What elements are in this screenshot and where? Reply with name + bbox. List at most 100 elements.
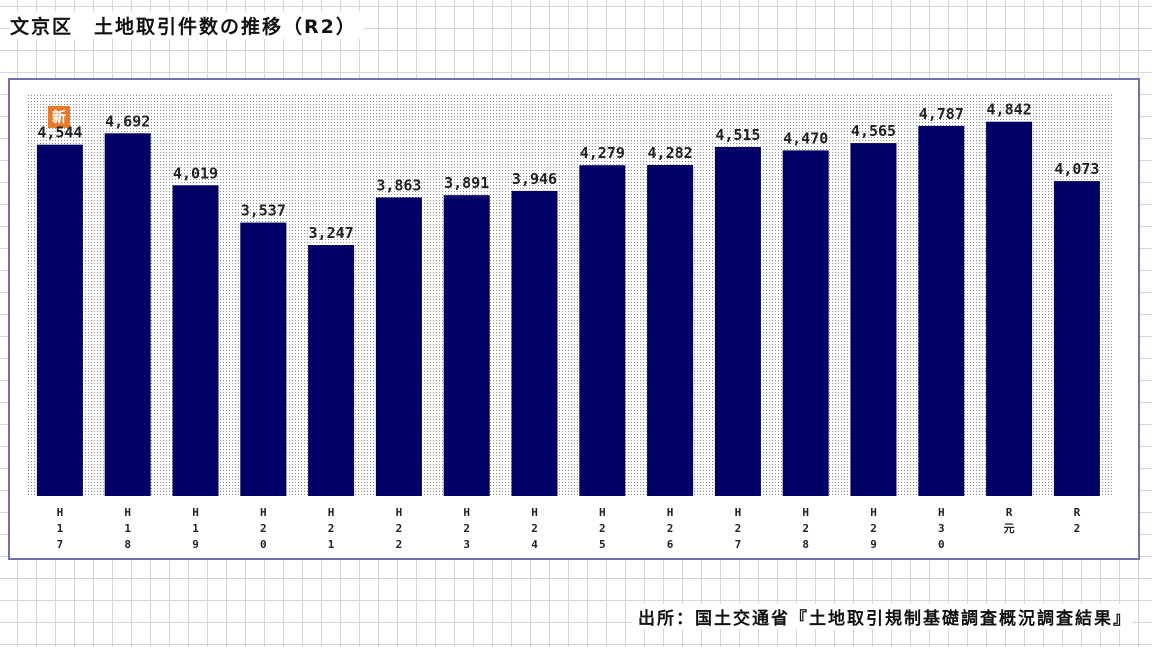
value-label-H27: 4,515 <box>715 126 760 144</box>
tick-char: 0 <box>260 538 267 551</box>
bar-chart: 新 4,544 4,692 4,019 3,537 3,247 3,863 3,891 3,9… <box>26 94 1112 551</box>
tick-char: 2 <box>802 522 809 535</box>
tick-char: H <box>802 506 809 519</box>
bar-H29 <box>850 143 897 496</box>
bar-H19 <box>172 185 219 497</box>
bar-H23 <box>443 195 490 496</box>
tick-char: H <box>260 506 267 519</box>
value-label-R2: 4,073 <box>1054 160 1099 178</box>
tick-char: H <box>463 506 470 519</box>
bar-H27 <box>714 147 761 496</box>
tick-char: 1 <box>192 522 199 535</box>
bar-H26 <box>647 165 694 496</box>
bar-H25 <box>579 165 626 496</box>
tick-char: 2 <box>396 522 403 535</box>
tick-label-H22: H 2 2 <box>396 506 403 551</box>
tick-label-R2: R2 <box>1074 506 1081 535</box>
tick-label-H26: H 2 6 <box>667 506 674 551</box>
tick-label-H18: H 1 8 <box>124 506 131 551</box>
value-labels-group: 4,544 4,692 4,019 3,537 3,247 3,863 3,891 3,946… <box>37 101 1099 242</box>
value-label-H25: 4,279 <box>580 144 625 162</box>
tick-label-H20: H 2 0 <box>260 506 267 551</box>
tick-char: 7 <box>57 538 64 551</box>
tick-label-H19: H 1 9 <box>192 506 199 551</box>
value-label-H22: 3,863 <box>376 176 421 194</box>
tick-char: H <box>328 506 335 519</box>
tick-char: H <box>192 506 199 519</box>
tick-label-H29: H 2 9 <box>870 506 877 551</box>
tick-char: 2 <box>599 522 606 535</box>
tick-char: 6 <box>667 538 674 551</box>
tick-char: 3 <box>938 522 945 535</box>
value-label-H29: 4,565 <box>851 122 896 140</box>
tick-char: 2 <box>735 522 742 535</box>
page-title: 文京区 土地取引件数の推移（R2） <box>10 12 363 39</box>
bar-H21 <box>308 245 355 496</box>
value-label-H30: 4,787 <box>919 105 964 123</box>
tick-char: H <box>124 506 131 519</box>
tick-label-H30: H 3 0 <box>938 506 945 551</box>
tick-char: 5 <box>599 538 606 551</box>
bar-H28 <box>782 150 829 496</box>
tick-label-H25: H 2 5 <box>599 506 606 551</box>
tick-char: H <box>57 506 64 519</box>
tick-char: 2 <box>1074 522 1081 535</box>
tick-char: R <box>1074 506 1081 519</box>
bar-H22 <box>375 197 422 496</box>
bar-R元 <box>986 121 1033 496</box>
tick-char: 3 <box>463 538 470 551</box>
value-label-H26: 4,282 <box>648 144 693 162</box>
source-note: 出所：国土交通省『土地取引規制基礎調査概況調査結果』 <box>632 604 1132 629</box>
tick-char: 9 <box>192 538 199 551</box>
tick-char: 9 <box>870 538 877 551</box>
tick-char: H <box>735 506 742 519</box>
tick-char: 1 <box>124 522 131 535</box>
tick-char: 2 <box>870 522 877 535</box>
value-label-H17: 4,544 <box>37 124 82 142</box>
tick-label-H28: H 2 8 <box>802 506 809 551</box>
tick-char: 元 <box>1004 522 1015 535</box>
tick-char: 7 <box>735 538 742 551</box>
tick-label-H27: H 2 7 <box>735 506 742 551</box>
tick-label-H17: H 1 7 <box>57 506 64 551</box>
tick-char: 0 <box>938 538 945 551</box>
tick-char: H <box>938 506 945 519</box>
chart-frame: 新 4,544 4,692 4,019 3,537 3,247 3,863 3,891 3,9… <box>8 78 1140 560</box>
tick-char: 1 <box>57 522 64 535</box>
value-label-R元: 4,842 <box>987 101 1032 119</box>
bar-H20 <box>240 222 287 496</box>
tick-label-H24: H 2 4 <box>531 506 538 551</box>
value-label-H21: 3,247 <box>309 224 354 242</box>
bar-H24 <box>511 190 558 496</box>
bars-group <box>36 121 1100 497</box>
tick-char: H <box>667 506 674 519</box>
bar-H17 <box>36 144 83 496</box>
new-badge-box <box>48 106 70 128</box>
tick-char: 2 <box>396 538 403 551</box>
bar-R2 <box>1053 181 1100 496</box>
tick-char: 2 <box>463 522 470 535</box>
bar-H30 <box>918 125 965 497</box>
tick-char: H <box>531 506 538 519</box>
tick-char: 2 <box>667 522 674 535</box>
tick-char: H <box>396 506 403 519</box>
value-label-H18: 4,692 <box>105 112 150 130</box>
tick-char: 2 <box>260 522 267 535</box>
tick-label-H21: H 2 1 <box>328 506 335 551</box>
tick-char: 4 <box>531 538 538 551</box>
tick-char: 8 <box>802 538 809 551</box>
value-label-H20: 3,537 <box>241 202 286 220</box>
tick-char: 2 <box>328 522 335 535</box>
value-label-H19: 4,019 <box>173 164 218 182</box>
tick-char: 2 <box>531 522 538 535</box>
new-badge-text: 新 <box>52 109 66 126</box>
tick-labels-group: H17H18H19H20H21H22H23H24H25H26H27H28H29H… <box>57 506 1081 551</box>
tick-char: 8 <box>124 538 131 551</box>
new-badge: 新 <box>48 106 70 128</box>
bar-H18 <box>104 133 151 497</box>
value-label-H28: 4,470 <box>783 129 828 147</box>
value-label-H23: 3,891 <box>444 174 489 192</box>
tick-char: 1 <box>328 538 335 551</box>
tick-char: R <box>1006 506 1013 519</box>
tick-label-R元: R元 <box>1004 506 1015 535</box>
